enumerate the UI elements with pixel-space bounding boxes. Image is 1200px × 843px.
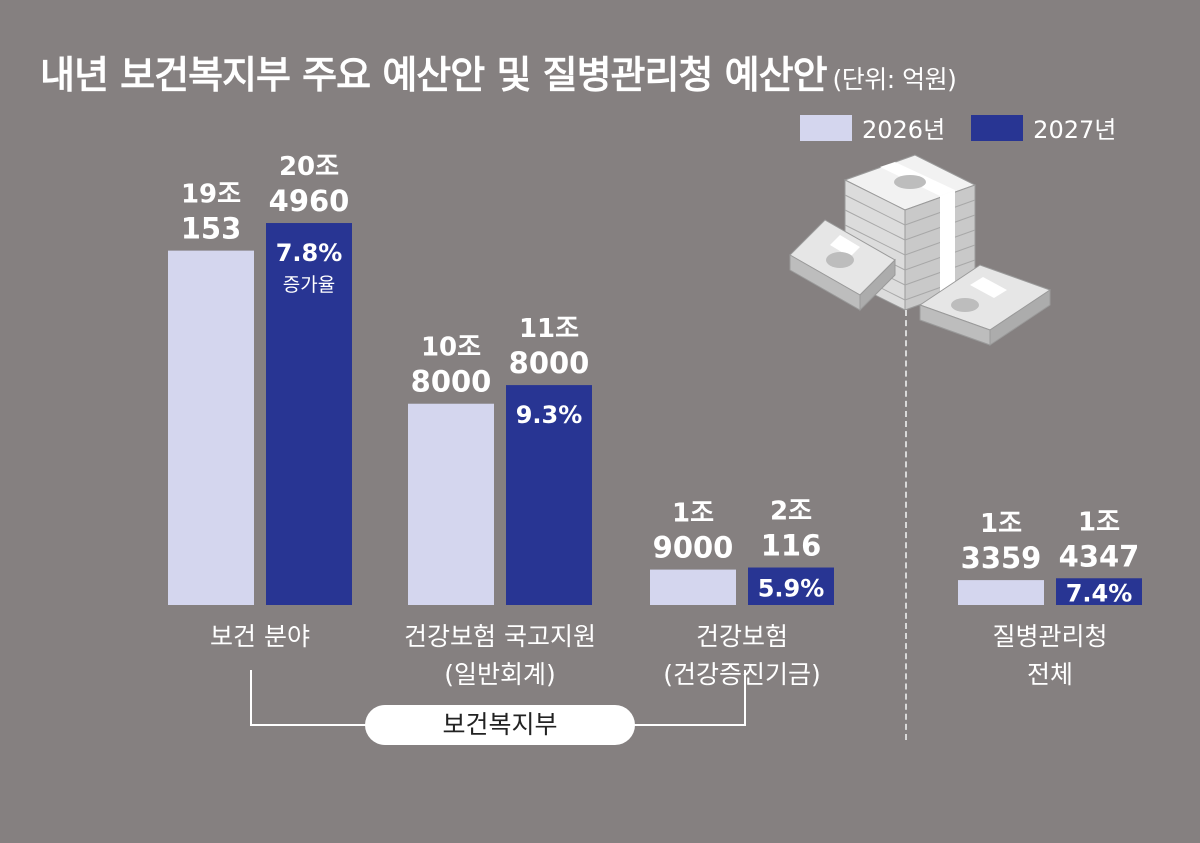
value-label-2-1-bottom: 116	[761, 529, 822, 563]
bar-1-1	[506, 385, 592, 605]
value-label-3-0-bottom: 3359	[961, 541, 1042, 575]
legend-label-2026: 2026년	[862, 116, 946, 144]
bar-2-1	[748, 567, 834, 605]
growth-rate-3: 7.4%	[1066, 580, 1133, 608]
bar-0-1	[266, 223, 352, 605]
value-label-1-1-bottom: 8000	[509, 346, 590, 380]
category-label-1-0: 건강보험 국고지원	[404, 622, 596, 651]
section-divider	[905, 310, 907, 740]
bar-3-1	[1056, 578, 1142, 605]
page-title: 내년 보건복지부 주요 예산안 및 질병관리청 예산안 (단위: 억원)	[40, 44, 957, 99]
bill-stack-right	[918, 264, 1052, 346]
bar-3-0	[958, 580, 1044, 605]
value-label-1-1-top: 11조	[519, 314, 579, 344]
value-label-2-0-top: 1조	[672, 499, 714, 529]
category-label-1-1: (일반회계)	[444, 660, 556, 689]
growth-caption: 증가율	[283, 274, 335, 296]
value-label-2-0-bottom: 9000	[653, 531, 734, 565]
category-label-2-1: (건강증진기금)	[663, 660, 821, 689]
category-label-2-0: 건강보험	[696, 622, 788, 651]
category-label-3-1: 전체	[1027, 660, 1073, 689]
category-label-3-0: 질병관리청	[992, 622, 1107, 651]
growth-rate-0: 7.8%	[276, 239, 343, 267]
value-label-0-0-bottom: 153	[181, 212, 242, 246]
growth-rate-2: 5.9%	[758, 574, 825, 602]
legend-label-2027: 2027년	[1033, 116, 1117, 144]
value-label-1-0-top: 10조	[421, 333, 481, 363]
title-text: 내년 보건복지부 주요 예산안 및 질병관리청 예산안	[40, 53, 828, 97]
category-label-0-0: 보건 분야	[210, 622, 310, 651]
bracket-left-tick	[250, 670, 252, 726]
value-label-0-1-bottom: 4960	[269, 184, 350, 218]
value-label-3-1-top: 1조	[1078, 507, 1120, 537]
value-label-1-0-bottom: 8000	[411, 365, 492, 399]
bill-stack-left	[789, 219, 896, 312]
legend-swatch-2026	[800, 114, 852, 141]
bar-1-0	[408, 403, 494, 605]
money-stack-illustration	[785, 150, 1055, 354]
legend: 2026년 2027년	[800, 110, 1142, 144]
bar-0-0	[168, 250, 254, 605]
value-label-0-1-top: 20조	[279, 152, 339, 182]
value-label-0-0-top: 19조	[181, 180, 241, 210]
legend-swatch-2027	[971, 114, 1024, 141]
value-label-2-1-top: 2조	[770, 497, 812, 527]
bracket-right-tick	[744, 670, 746, 726]
value-label-3-1-bottom: 4347	[1059, 539, 1140, 573]
unit-note: (단위: 억원)	[832, 65, 957, 94]
growth-rate-1: 9.3%	[516, 401, 583, 429]
value-label-3-0-top: 1조	[980, 509, 1022, 539]
bracket-label-pill: 보건복지부	[365, 705, 635, 745]
bar-2-0	[650, 569, 736, 605]
